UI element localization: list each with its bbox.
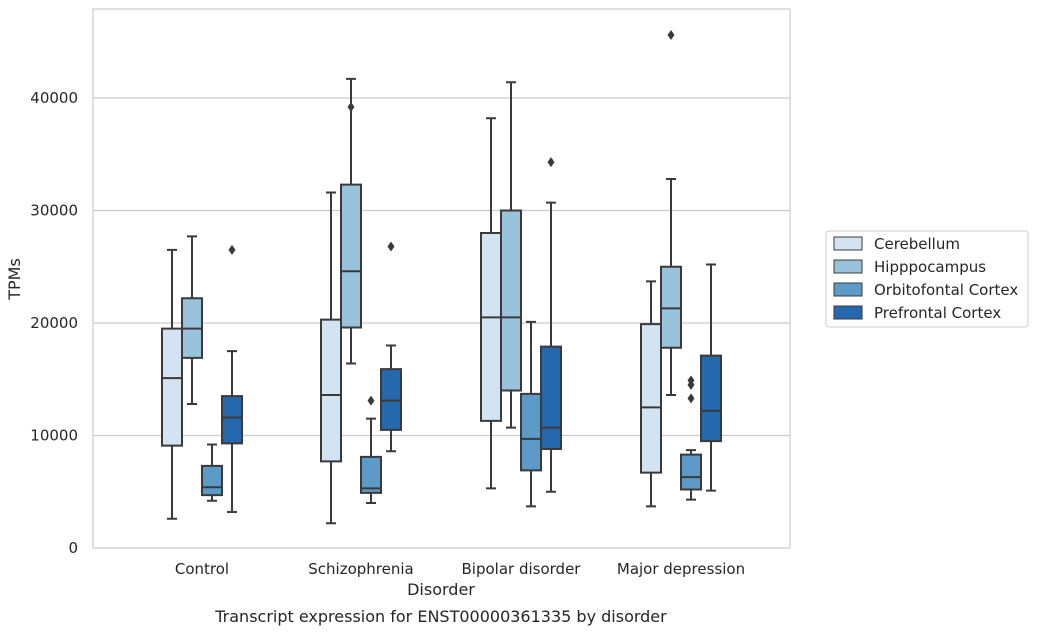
box-iqr [360,455,382,494]
outlier-point [667,30,675,40]
y-axis-label: TPMs [5,258,24,301]
legend-label: Orbitofontal Cortex [874,281,1018,299]
box-iqr [340,183,362,329]
outlier-point [547,157,555,168]
y-tick-label: 30000 [30,202,78,220]
box-iqr [201,464,223,497]
outlier-point [387,241,395,252]
y-tick-label: 10000 [30,427,78,445]
outlier-point [687,393,695,404]
box-iqr [380,368,402,431]
box-iqr [221,395,243,445]
boxes-layer [161,30,722,525]
legend-label: Prefrontal Cortex [874,304,1001,322]
box-1-0 [181,235,203,405]
box-iqr [480,232,502,422]
box-iqr [500,209,522,392]
outlier-point [367,395,375,406]
legend-swatch [833,305,863,320]
x-tick-label: Schizophrenia [308,560,413,578]
outlier-point [347,102,355,112]
box-3-2 [540,157,562,493]
box-2-3 [680,375,702,501]
box-0-1 [320,191,342,525]
box-iqr [700,354,722,443]
box-2-2 [520,320,542,508]
box-iqr [680,453,702,491]
box-iqr [660,265,682,349]
outlier-point [228,244,236,255]
x-axis-label: Disorder [407,580,475,599]
box-iqr [520,392,542,472]
outlier-point [687,375,695,386]
legend-label: Cerebellum [874,235,960,253]
legend-swatch [833,236,863,251]
legend-label: Hipppocampus [874,258,986,276]
box-0-0 [161,248,183,520]
box-iqr [540,345,562,450]
box-3-1 [380,241,402,453]
y-axis-ticks: 0 10000 20000 30000 40000 [30,89,78,557]
box-1-3 [660,30,682,396]
legend-frame [825,230,1029,328]
legend-swatch [833,282,863,297]
box-iqr [640,323,662,474]
x-tick-label: Bipolar disorder [462,560,582,578]
box-0-3 [640,280,662,508]
box-3-0 [221,244,243,513]
box-1-2 [500,81,522,429]
y-tick-label: 20000 [30,314,78,332]
x-tick-label: Major depression [617,560,745,578]
legend: Cerebellum Hipppocampus Orbitofontal Corte… [825,230,1029,328]
x-tick-label: Control [175,560,229,578]
y-tick-label: 0 [68,539,78,557]
chart-caption: Transcript expression for ENST0000036133… [214,607,667,626]
x-axis-ticks: Control Schizophrenia Bipolar disorder Majo… [175,560,745,578]
box-2-0 [201,443,223,502]
box-1-1 [340,77,362,365]
box-2-1 [360,395,382,504]
box-iqr [161,327,183,447]
box-iqr [320,318,342,463]
box-3-3 [700,263,722,492]
y-tick-label: 40000 [30,89,78,107]
legend-swatch [833,259,863,274]
